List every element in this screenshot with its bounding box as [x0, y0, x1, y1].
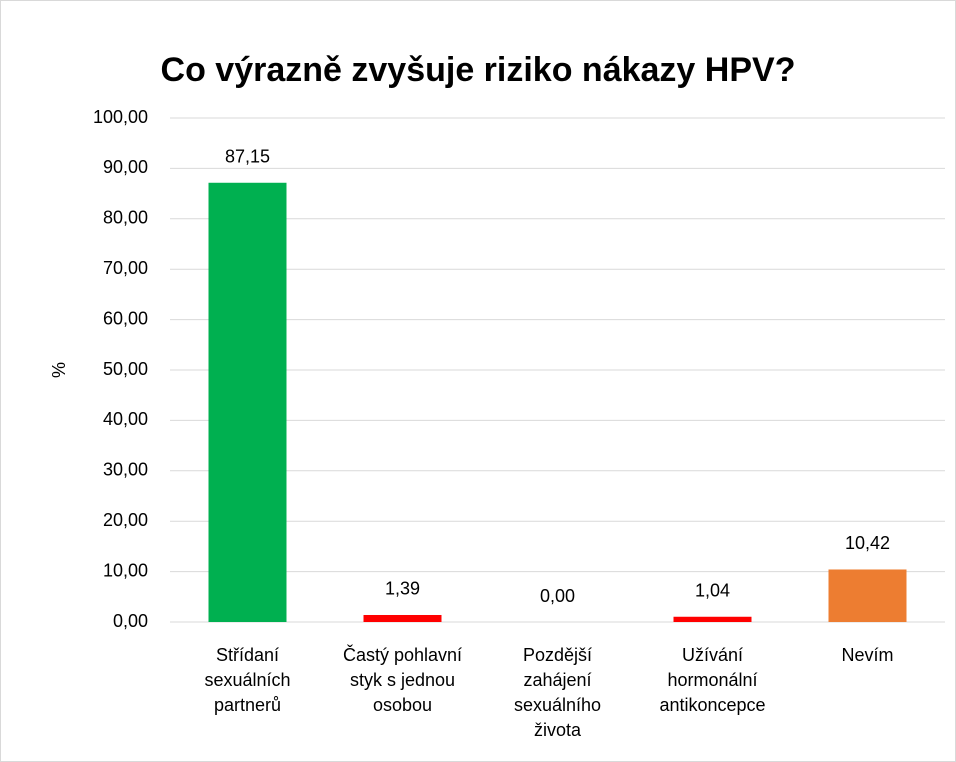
- y-tick-label: 70,00: [103, 258, 148, 278]
- x-tick-label: Nevím: [841, 645, 893, 665]
- y-axis-label: %: [49, 362, 69, 378]
- bar: [828, 569, 907, 622]
- data-label: 0,00: [540, 586, 575, 606]
- y-tick-label: 80,00: [103, 208, 148, 228]
- x-tick-label: Užívání hormonální antikoncepce: [659, 645, 765, 715]
- y-tick-label: 30,00: [103, 460, 148, 480]
- data-label: 1,04: [695, 581, 730, 601]
- data-label: 1,39: [385, 579, 420, 599]
- y-tick-label: 0,00: [113, 611, 148, 631]
- chart-title: Co výrazně zvyšuje riziko nákazy HPV?: [161, 51, 796, 89]
- x-tick-label: Pozdější zahájení sexuálního života: [514, 645, 601, 740]
- bar: [363, 614, 442, 622]
- y-tick-label: 10,00: [103, 560, 148, 580]
- y-tick-label: 50,00: [103, 359, 148, 379]
- data-label: 87,15: [225, 147, 270, 167]
- y-tick-label: 40,00: [103, 409, 148, 429]
- x-tick-label: Častý pohlavní styk s jednou osobou: [343, 644, 462, 715]
- data-label: 10,42: [845, 533, 890, 553]
- y-tick-label: 20,00: [103, 510, 148, 530]
- y-tick-label: 100,00: [93, 107, 148, 127]
- bar: [208, 182, 287, 623]
- x-tick-label: Střídaní sexuálních partnerů: [204, 645, 290, 715]
- bar: [673, 616, 752, 622]
- y-tick-label: 90,00: [103, 157, 148, 177]
- y-tick-label: 60,00: [103, 308, 148, 328]
